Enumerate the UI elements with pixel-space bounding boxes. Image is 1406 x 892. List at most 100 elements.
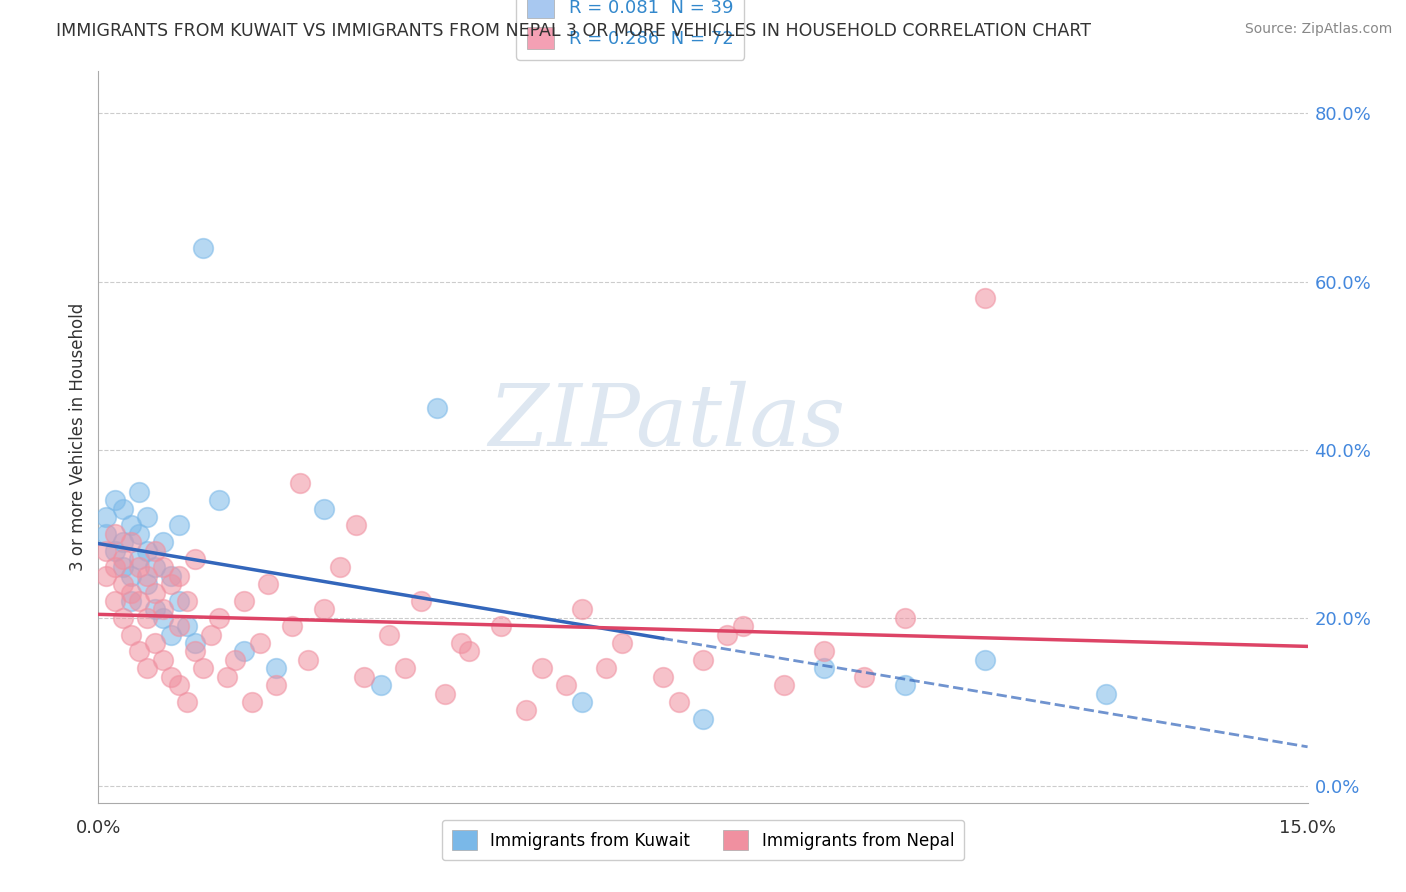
Point [893, 611, 915, 625]
Point [288, 476, 311, 491]
Point [143, 585, 166, 599]
Point [813, 661, 835, 675]
Point [152, 611, 174, 625]
Point [176, 619, 198, 633]
Point [167, 569, 190, 583]
Point [96, 569, 118, 583]
Point [143, 560, 166, 574]
Point [893, 678, 915, 692]
Point [530, 661, 553, 675]
Point [128, 526, 150, 541]
Point [167, 619, 190, 633]
Point [135, 569, 157, 583]
Point [232, 594, 254, 608]
Point [314, 602, 336, 616]
Point [152, 560, 174, 574]
Point [217, 670, 239, 684]
Point [329, 560, 352, 574]
Point [651, 670, 673, 684]
Text: IMMIGRANTS FROM KUWAIT VS IMMIGRANTS FROM NEPAL 3 OR MORE VEHICLES IN HOUSEHOLD : IMMIGRANTS FROM KUWAIT VS IMMIGRANTS FRO… [56, 22, 1091, 40]
Point [344, 518, 367, 533]
Point [176, 695, 198, 709]
Point [193, 241, 215, 255]
Point [135, 510, 157, 524]
Point [103, 493, 125, 508]
Point [264, 678, 287, 692]
Point [167, 518, 190, 533]
Point [264, 661, 287, 675]
Point [120, 627, 142, 641]
Point [426, 401, 449, 415]
Point [111, 552, 134, 566]
Point [692, 653, 714, 667]
Point [128, 644, 150, 658]
Point [555, 678, 578, 692]
Point [143, 602, 166, 616]
Point [733, 619, 755, 633]
Point [314, 501, 336, 516]
Point [232, 644, 254, 658]
Y-axis label: 3 or more Vehicles in Household: 3 or more Vehicles in Household [69, 303, 87, 571]
Point [612, 636, 634, 650]
Point [450, 636, 472, 650]
Point [200, 627, 222, 641]
Point [176, 594, 198, 608]
Point [120, 594, 142, 608]
Point [668, 695, 690, 709]
Point [111, 577, 134, 591]
Point [120, 535, 142, 549]
Point [143, 543, 166, 558]
Point [128, 594, 150, 608]
Point [692, 712, 714, 726]
Point [160, 627, 183, 641]
Point [111, 501, 134, 516]
Point [135, 611, 157, 625]
Point [103, 560, 125, 574]
Point [160, 670, 183, 684]
Point [103, 526, 125, 541]
Point [281, 619, 304, 633]
Text: ZIPatlas: ZIPatlas [488, 381, 845, 464]
Point [249, 636, 271, 650]
Point [120, 585, 142, 599]
Point [377, 627, 399, 641]
Point [853, 670, 876, 684]
Point [974, 653, 997, 667]
Point [193, 661, 215, 675]
Point [394, 661, 416, 675]
Point [120, 518, 142, 533]
Point [152, 535, 174, 549]
Point [208, 611, 231, 625]
Point [434, 686, 457, 700]
Point [111, 560, 134, 574]
Point [813, 644, 835, 658]
Point [135, 661, 157, 675]
Point [135, 577, 157, 591]
Point [184, 636, 207, 650]
Point [224, 653, 246, 667]
Point [160, 577, 183, 591]
Point [135, 543, 157, 558]
Point [128, 552, 150, 566]
Point [167, 678, 190, 692]
Point [716, 627, 738, 641]
Point [120, 569, 142, 583]
Point [458, 644, 481, 658]
Point [128, 484, 150, 499]
Point [96, 526, 118, 541]
Point [409, 594, 432, 608]
Point [152, 602, 174, 616]
Point [184, 552, 207, 566]
Point [96, 543, 118, 558]
Point [595, 661, 617, 675]
Point [515, 703, 537, 717]
Point [353, 670, 375, 684]
Point [208, 493, 231, 508]
Legend: Immigrants from Kuwait, Immigrants from Nepal: Immigrants from Kuwait, Immigrants from … [441, 820, 965, 860]
Point [772, 678, 794, 692]
Point [111, 611, 134, 625]
Point [370, 678, 392, 692]
Point [111, 535, 134, 549]
Point [491, 619, 513, 633]
Point [1095, 686, 1118, 700]
